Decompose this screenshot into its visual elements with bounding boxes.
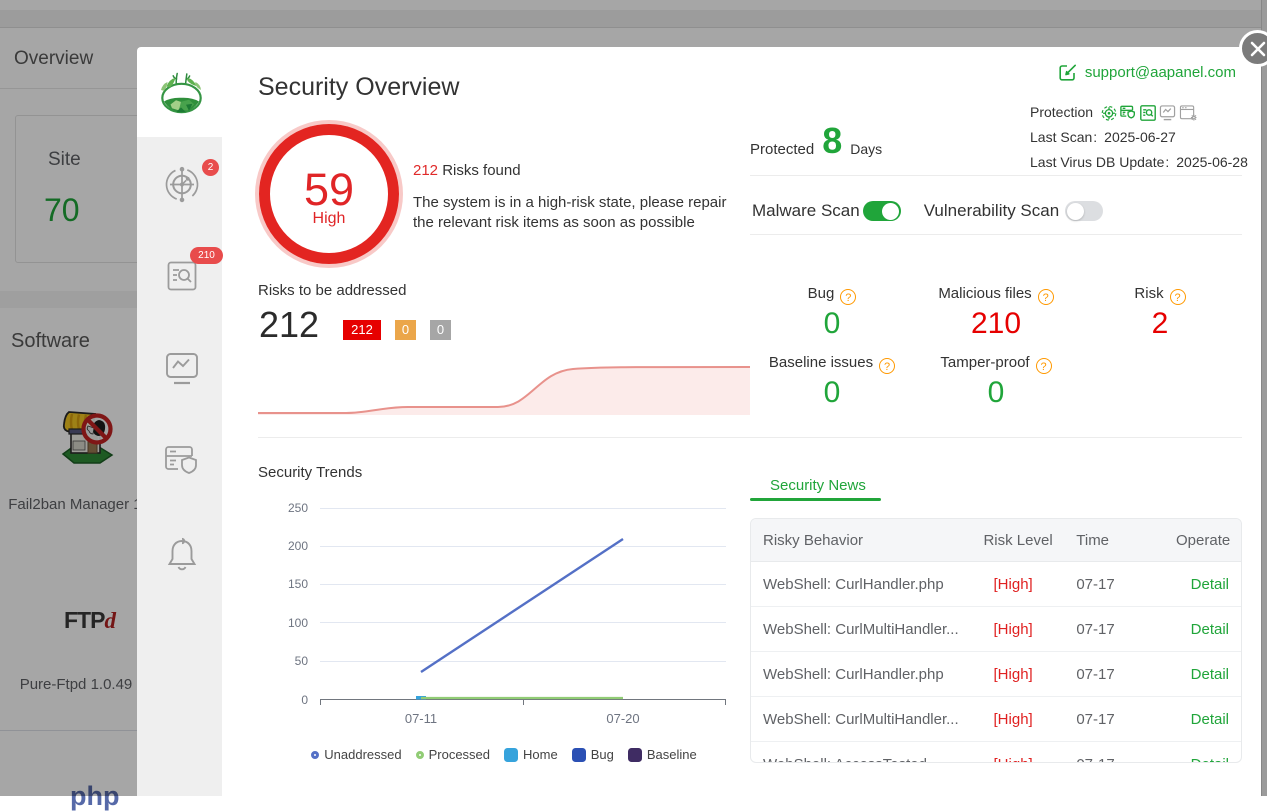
svg-text:07-11: 07-11 [405, 711, 437, 726]
svg-text:250: 250 [288, 501, 308, 515]
svg-text:200: 200 [288, 539, 308, 553]
svg-text:0: 0 [301, 693, 308, 707]
svg-text:150: 150 [288, 577, 308, 591]
svg-text:07-20: 07-20 [606, 711, 639, 726]
svg-text:50: 50 [295, 654, 309, 668]
svg-text:100: 100 [288, 616, 308, 630]
